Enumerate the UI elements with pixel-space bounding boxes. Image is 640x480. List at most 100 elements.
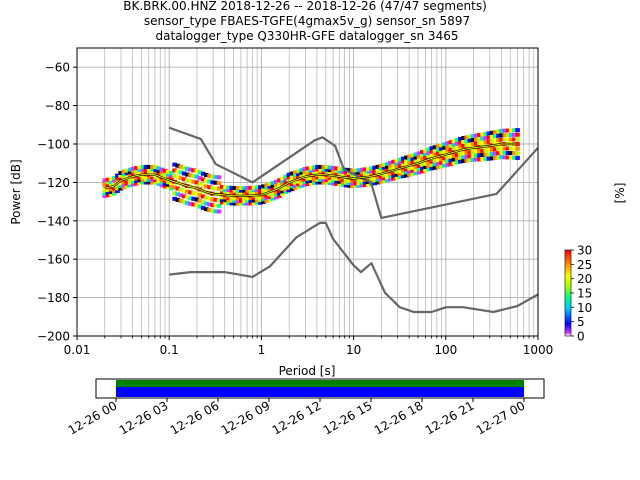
histogram-cell <box>188 201 193 206</box>
histogram-cell <box>410 156 416 161</box>
histogram-cell <box>369 179 374 184</box>
histogram-cell <box>273 190 279 195</box>
histogram-cell <box>423 148 428 153</box>
histogram-cell <box>448 147 454 152</box>
histogram-cell <box>327 175 333 180</box>
histogram-cell <box>283 174 289 179</box>
x-axis: 0.01 0.1 1 10 100 1000 <box>64 336 553 357</box>
colorbar-tick-label: 15 <box>577 287 592 301</box>
histogram-cell <box>432 165 438 170</box>
histogram-cell <box>404 173 409 178</box>
histogram-cell <box>467 138 473 143</box>
histogram-cell <box>496 155 501 160</box>
timeline-gap-strip <box>116 380 524 387</box>
histogram-cell <box>464 139 470 144</box>
histogram-cell <box>423 152 428 157</box>
histogram-cell <box>245 186 250 191</box>
histogram-cell <box>232 188 238 193</box>
histogram-cell <box>489 135 495 140</box>
histogram-cell <box>289 171 295 176</box>
histogram-cell <box>324 165 330 170</box>
histogram-cell <box>483 136 489 141</box>
histogram-cell <box>423 155 428 160</box>
histogram-cell <box>178 198 184 203</box>
histogram-cell <box>429 159 435 164</box>
histogram-cell <box>273 192 279 197</box>
colorbar-tick-label: 5 <box>577 315 585 329</box>
histogram-cell <box>162 168 168 173</box>
histogram-cell <box>445 148 450 153</box>
histogram-cell <box>191 202 196 207</box>
histogram-cell <box>219 190 225 195</box>
histogram-cell <box>229 191 235 196</box>
histogram-cell <box>400 156 406 161</box>
histogram-cell <box>121 180 127 185</box>
histogram-cell <box>343 183 349 188</box>
histogram-cell <box>366 167 371 172</box>
histogram-cell <box>372 165 377 170</box>
histogram-cell <box>108 187 114 192</box>
histogram-cell <box>451 146 457 151</box>
histogram-cell <box>156 179 162 184</box>
histogram-cell <box>448 143 454 148</box>
histogram-cell <box>280 179 285 184</box>
histogram-cell <box>375 164 381 169</box>
histogram-cell <box>248 185 254 190</box>
histogram-cell <box>111 178 117 183</box>
histogram-cell <box>105 188 111 193</box>
histogram-cell <box>108 182 114 187</box>
histogram-cell <box>343 172 349 177</box>
histogram-cell <box>334 171 339 176</box>
histogram-cell <box>439 150 444 155</box>
histogram-cell <box>499 150 504 155</box>
histogram-cell <box>238 191 244 196</box>
histogram-cell <box>270 191 276 196</box>
histogram-cell <box>188 190 193 195</box>
histogram-cell <box>261 184 266 189</box>
histogram-cell <box>235 191 241 196</box>
histogram-cell <box>162 184 168 189</box>
histogram-cell <box>264 193 270 198</box>
histogram-cell <box>305 179 311 184</box>
histogram-cell <box>197 198 203 203</box>
histogram-cell <box>156 168 162 173</box>
histogram-cell <box>197 170 203 175</box>
histogram-cell <box>207 202 212 207</box>
histogram-cell <box>286 175 292 180</box>
histogram-cell <box>350 168 355 173</box>
histogram-cell <box>388 171 393 176</box>
histogram-cell <box>346 181 352 186</box>
histogram-cell <box>197 181 203 186</box>
histogram-cell <box>473 149 479 154</box>
colorbar-tick-label: 0 <box>577 330 585 344</box>
histogram-cell <box>254 200 260 205</box>
histogram-cell <box>318 167 323 172</box>
histogram-cell <box>254 195 260 200</box>
histogram-cell <box>318 170 323 175</box>
histogram-cell <box>289 184 295 189</box>
histogram-cell <box>105 180 111 185</box>
histogram-cell <box>302 180 308 185</box>
histogram-cell <box>264 198 270 203</box>
histogram-cell <box>210 197 216 202</box>
histogram-cell <box>378 174 384 179</box>
histogram-cell <box>150 164 155 169</box>
histogram-cell <box>483 140 489 145</box>
histogram-cell <box>131 179 136 184</box>
histogram-cell <box>499 133 504 138</box>
histogram-cell <box>289 181 295 186</box>
histogram-cell <box>124 168 130 173</box>
histogram-cell <box>318 177 323 182</box>
histogram-cell <box>413 164 419 169</box>
histogram-cell <box>362 180 368 185</box>
histogram-cell <box>426 150 431 155</box>
histogram-cell <box>264 196 270 201</box>
histogram-cell <box>505 128 511 133</box>
histogram-cell <box>185 178 190 183</box>
histogram-cell <box>273 195 279 200</box>
histogram-cell <box>302 177 308 182</box>
histogram-cell <box>134 168 139 173</box>
histogram-cell <box>172 168 177 173</box>
histogram-cell <box>331 176 336 181</box>
histogram-cell <box>508 146 514 151</box>
